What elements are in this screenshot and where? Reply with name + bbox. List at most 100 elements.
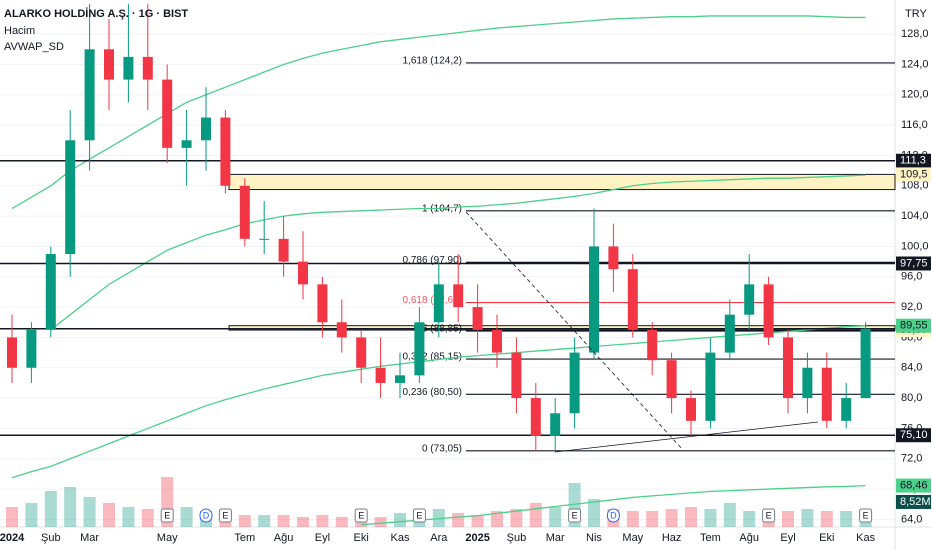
fib-label: 0,786 (97,90) bbox=[403, 255, 463, 266]
x-tick-label: Eki bbox=[819, 532, 834, 544]
price-badge-label: 75,10 bbox=[900, 429, 928, 441]
y-tick-label: 64,0 bbox=[901, 513, 922, 525]
volume-bar bbox=[122, 507, 135, 527]
candle-body bbox=[608, 246, 619, 270]
candle-body bbox=[589, 246, 599, 353]
volume-bar bbox=[723, 503, 736, 527]
price-badge bbox=[896, 318, 931, 333]
candle-body bbox=[7, 337, 17, 368]
x-tick-label: Ağu bbox=[739, 532, 759, 544]
x-tick-label: 2024 bbox=[0, 532, 25, 544]
candle-body bbox=[860, 328, 871, 399]
event-marker: E bbox=[218, 508, 232, 523]
x-tick-label: Tem bbox=[234, 532, 255, 544]
trend-line bbox=[554, 421, 819, 453]
candle-body bbox=[239, 185, 250, 239]
volume-bar bbox=[452, 513, 465, 527]
candle-body bbox=[123, 56, 134, 80]
x-tick-label: Nis bbox=[586, 532, 602, 544]
avwap-line bbox=[361, 484, 866, 526]
price-badge bbox=[896, 494, 931, 509]
volume-bar bbox=[6, 507, 18, 527]
candle-body bbox=[142, 56, 153, 80]
volume-bar bbox=[801, 509, 814, 527]
x-tick-label: Eyl bbox=[315, 532, 330, 544]
volume-bar bbox=[510, 509, 523, 527]
x-tick-label: Eki bbox=[354, 532, 369, 544]
volume-bar bbox=[665, 509, 678, 527]
x-tick-label: May bbox=[157, 532, 178, 544]
candle-body bbox=[395, 375, 405, 383]
event-badge bbox=[859, 508, 873, 523]
volume-bar bbox=[685, 507, 697, 527]
candle-body bbox=[45, 254, 56, 330]
event-label: E bbox=[416, 510, 422, 520]
volume-bar bbox=[782, 511, 794, 527]
event-label: D bbox=[610, 510, 617, 520]
x-tick-label: Ara bbox=[430, 532, 448, 544]
event-label: E bbox=[358, 510, 364, 520]
plot: 64,068,072,076,080,084,088,092,096,0100,… bbox=[0, 3, 931, 544]
event-badge bbox=[199, 508, 213, 523]
avwap-line bbox=[50, 174, 866, 331]
candle-body bbox=[375, 367, 386, 383]
avwap-line bbox=[11, 15, 866, 210]
volume-bar bbox=[646, 511, 659, 527]
event-label: E bbox=[572, 510, 578, 520]
volume-bar bbox=[25, 503, 38, 527]
currency: TRY bbox=[905, 8, 927, 20]
volume-bar bbox=[394, 513, 406, 527]
chart-title: ALARKO HOLDİNG A.Ş. · 1G · BIST bbox=[4, 7, 188, 20]
volume-bar bbox=[83, 497, 96, 527]
volume-bar bbox=[704, 509, 717, 527]
x-tick-label: Tem bbox=[700, 532, 721, 544]
y-tick-label: 128,0 bbox=[901, 28, 929, 40]
y-tick-label: 108,0 bbox=[901, 180, 929, 192]
event-badge bbox=[568, 508, 582, 523]
x-tick-label: 2025 bbox=[465, 532, 489, 544]
event-label: E bbox=[222, 510, 228, 520]
x-tick-label: Haz bbox=[662, 532, 682, 544]
y-tick-label: 96,0 bbox=[901, 271, 922, 283]
price-badge-label: 8,52M bbox=[900, 496, 931, 508]
x-tick-label: Mar bbox=[546, 532, 565, 544]
candle-body bbox=[433, 284, 444, 323]
event-marker: E bbox=[859, 508, 873, 523]
event-label: E bbox=[164, 510, 170, 520]
candle-body bbox=[666, 360, 677, 399]
event-label: E bbox=[863, 510, 869, 520]
fib-label: 0,236 (80,50) bbox=[403, 387, 463, 398]
fib-label: 0 (73,05) bbox=[422, 443, 462, 454]
volume-bar bbox=[549, 507, 562, 527]
y-tick-label: 92,0 bbox=[901, 301, 922, 313]
avwap-line bbox=[11, 325, 866, 479]
y-tick-label: 100,0 bbox=[901, 240, 929, 252]
candle-body bbox=[550, 413, 561, 437]
event-badge bbox=[606, 508, 620, 523]
y-tick-label: 116,0 bbox=[901, 119, 928, 131]
volume-bar bbox=[335, 517, 348, 527]
legend-volume: Hacim bbox=[4, 25, 35, 37]
event-badge bbox=[354, 508, 368, 523]
candle-body bbox=[336, 322, 347, 338]
price-badge bbox=[896, 256, 931, 271]
event-badge bbox=[160, 508, 174, 523]
fib-label: 0,618 (92,60) bbox=[403, 295, 463, 306]
x-tick-label: Şub bbox=[507, 532, 527, 544]
volume-bar bbox=[471, 515, 484, 527]
event-marker: E bbox=[354, 508, 368, 523]
x-tick-label: Ağu bbox=[274, 532, 294, 544]
candle-body bbox=[162, 79, 173, 148]
y-tick-label: 72,0 bbox=[901, 453, 922, 465]
volume-bar bbox=[529, 503, 542, 527]
price-badge bbox=[896, 478, 931, 493]
event-badge bbox=[218, 508, 232, 523]
event-marker: E bbox=[762, 508, 776, 523]
volume-bar bbox=[316, 515, 329, 527]
candle-body bbox=[686, 398, 696, 421]
fib-label: 1,618 (124,2) bbox=[403, 56, 463, 67]
legend-avwap: AVWAP_SD bbox=[4, 41, 64, 53]
candle-body bbox=[65, 140, 76, 255]
